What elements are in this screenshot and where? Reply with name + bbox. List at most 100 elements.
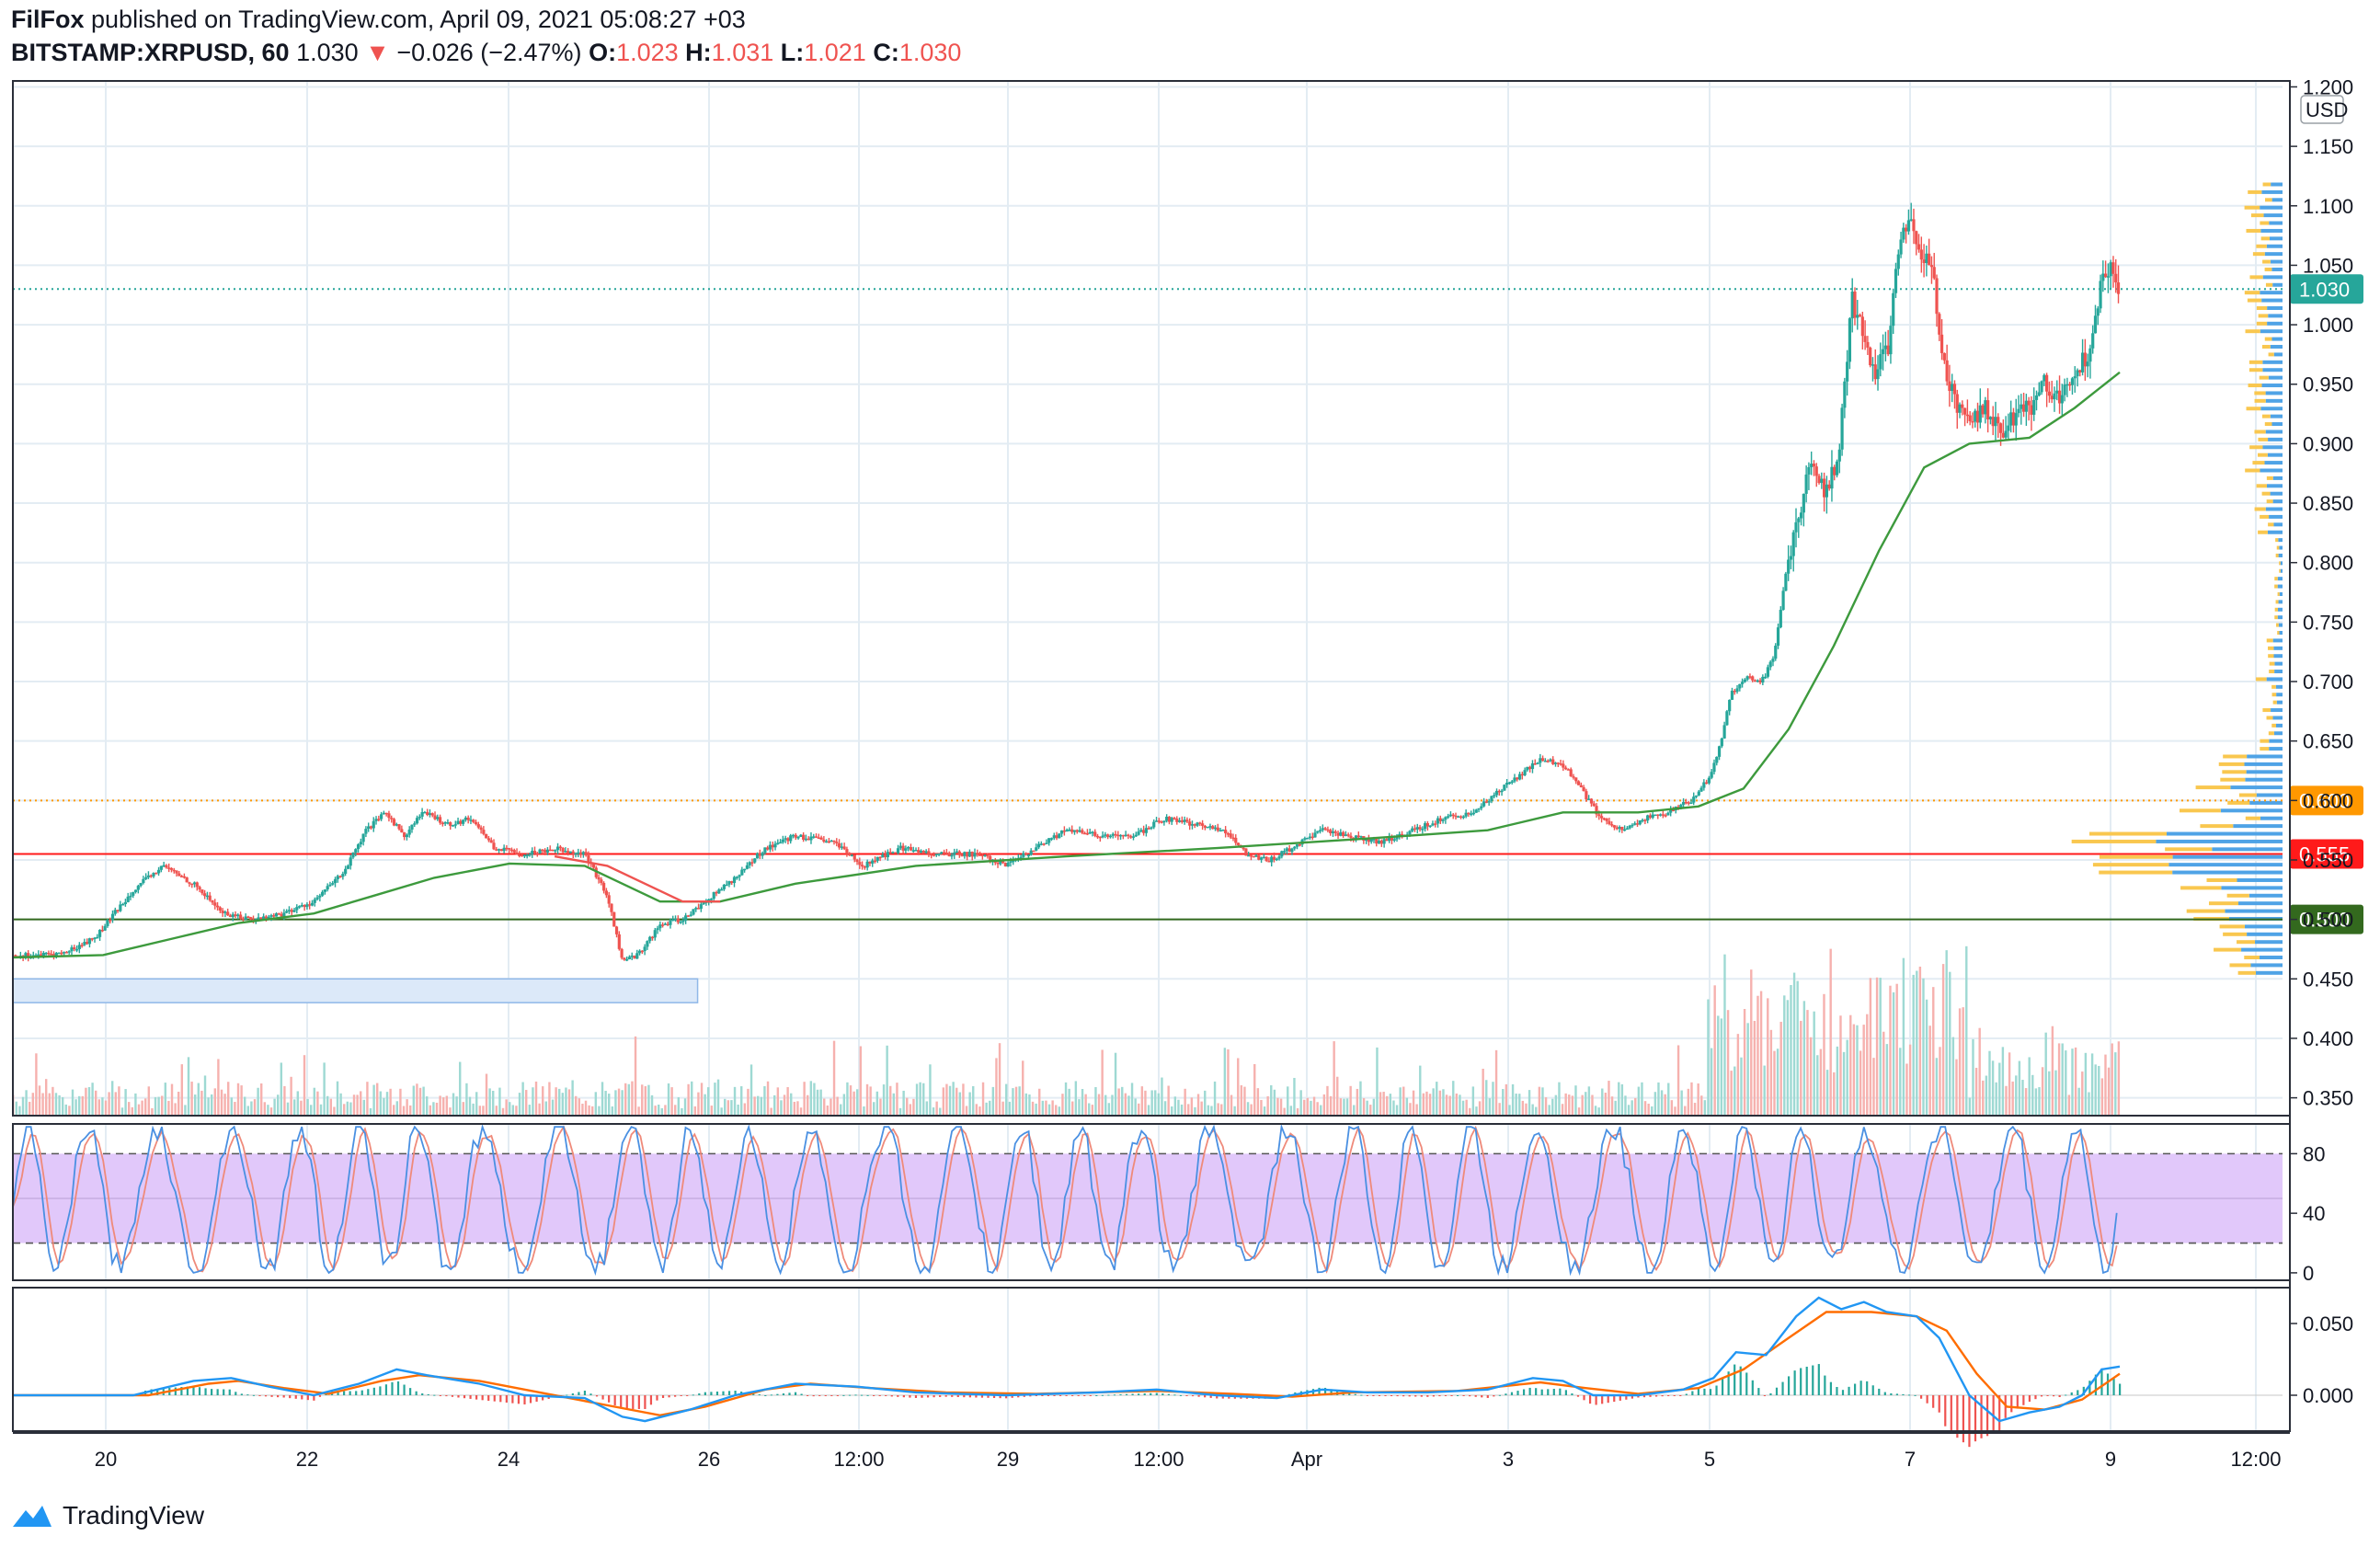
candle-body	[934, 854, 938, 855]
volume-bar	[1594, 1106, 1597, 1116]
volume-bar	[919, 1082, 921, 1116]
volume-bar	[395, 1101, 399, 1116]
volume-bar	[280, 1062, 283, 1116]
volume-bar	[1839, 1015, 1842, 1116]
candle-body	[1095, 835, 1100, 838]
candle-body	[1643, 819, 1647, 821]
candle-body	[218, 907, 222, 911]
volume-bar	[892, 1093, 896, 1116]
volume-bar	[1697, 1083, 1699, 1116]
footer-brand[interactable]: TradingView	[63, 1501, 205, 1530]
y-tick-label: 0.900	[2303, 432, 2353, 455]
candle-body	[367, 826, 371, 830]
volume-bar	[1713, 985, 1716, 1116]
macd-hist-bar	[830, 1395, 833, 1396]
profile-bar-up	[2256, 793, 2283, 797]
symbol-label[interactable]: BITSTAMP:XRPUSD, 60	[11, 39, 290, 66]
volume-bar	[538, 1103, 541, 1116]
volume-bar	[647, 1084, 650, 1116]
candle-body	[1692, 796, 1696, 803]
candle-body	[341, 874, 345, 877]
volume-bar	[1283, 1107, 1286, 1116]
volume-bar	[250, 1101, 253, 1116]
volume-bar	[151, 1107, 154, 1116]
candle-body	[267, 916, 270, 919]
volume-bar	[1386, 1095, 1389, 1116]
author-name[interactable]: FilFox	[11, 6, 85, 33]
volume-bar	[1058, 1106, 1061, 1116]
profile-bar-down	[2252, 252, 2265, 257]
candle-body	[1958, 404, 1962, 413]
volume-bar	[1111, 1094, 1114, 1116]
macd-hist-bar	[282, 1395, 285, 1398]
candle-body	[1986, 400, 1990, 420]
macd-hist-bar	[487, 1395, 490, 1401]
volume-bar	[200, 1090, 203, 1116]
volume-bar	[184, 1105, 187, 1116]
volume-bar	[989, 1100, 991, 1116]
volume-bar	[1432, 1088, 1435, 1116]
macd-hist-bar	[1968, 1395, 1971, 1448]
candle-body	[544, 850, 547, 853]
candle-body	[1425, 823, 1430, 827]
candle-body	[1398, 833, 1402, 837]
volume-bar	[1723, 954, 1726, 1116]
profile-bar-down	[2244, 291, 2260, 295]
candle-body	[2070, 378, 2075, 385]
volume-bar	[2048, 1071, 2051, 1116]
candle-body	[1275, 858, 1278, 861]
volume-bar	[51, 1086, 54, 1116]
candle-body	[2073, 376, 2077, 379]
candle-body	[1549, 759, 1552, 762]
volume-bar	[1796, 980, 1799, 1116]
volume-bar	[1349, 1085, 1352, 1116]
volume-bar	[399, 1088, 402, 1116]
macd-hist-bar	[968, 1395, 971, 1398]
macd-hist-bar	[758, 1394, 761, 1396]
candle-body	[1948, 381, 1951, 392]
profile-bar-down	[2268, 731, 2274, 736]
macd-hist-bar	[1890, 1392, 1893, 1395]
volume-bar	[565, 1087, 567, 1116]
candle-body	[1883, 345, 1887, 350]
volume-bar	[1296, 1107, 1299, 1116]
candlesticks[interactable]	[14, 202, 2121, 962]
candle-body	[1835, 461, 1839, 476]
candle-body	[236, 914, 240, 917]
tradingview-logo-icon[interactable]	[11, 1502, 53, 1530]
candle-body	[2116, 282, 2121, 294]
candle-body	[331, 883, 335, 885]
volume-bar	[1511, 1083, 1515, 1116]
volume-bar	[770, 1107, 772, 1116]
volume-bar	[886, 1045, 888, 1116]
volume-bar	[144, 1098, 147, 1116]
macd-hist-bar	[1902, 1393, 1905, 1395]
volume-bar	[995, 1058, 998, 1116]
candle-body	[868, 861, 872, 864]
profile-bar-down	[2254, 391, 2266, 395]
volume-bar	[1597, 1107, 1600, 1116]
volume-bar	[1945, 950, 1948, 1116]
macd-hist-bar	[1588, 1395, 1592, 1404]
volume-bar	[15, 1101, 18, 1116]
volume-bar	[1260, 1099, 1263, 1116]
volume-bar	[462, 1102, 465, 1116]
volume-bar	[875, 1091, 879, 1116]
profile-bar-down	[2268, 352, 2274, 357]
profile-bar-down	[2229, 963, 2251, 968]
macd-hist-bar	[204, 1388, 207, 1395]
volume-bar	[1978, 1027, 1981, 1116]
macd-hist-bar	[1871, 1385, 1874, 1395]
candle-body	[796, 837, 800, 839]
volume-bar	[1071, 1101, 1074, 1116]
profile-bar-up	[2268, 314, 2283, 318]
volume-bar	[1409, 1103, 1412, 1116]
volume-bar	[1968, 1097, 1972, 1116]
candle-body	[1689, 802, 1693, 805]
candle-body	[1873, 364, 1877, 380]
volume-bar	[1312, 1096, 1316, 1116]
candle-body	[1088, 831, 1092, 834]
y-tick-label: 0.450	[2303, 968, 2353, 991]
candle-body	[566, 851, 570, 854]
